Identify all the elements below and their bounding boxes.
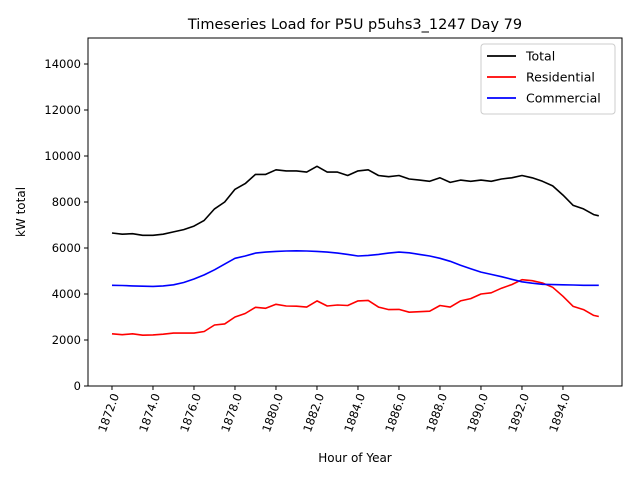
series-line-total — [111, 165, 599, 237]
x-tick-label: 1880.0 — [259, 391, 286, 434]
legend-label-total: Total — [525, 49, 555, 64]
x-tick-label: 1894.0 — [546, 391, 573, 434]
x-tick-label: 1888.0 — [423, 391, 450, 434]
series-layer — [111, 165, 599, 337]
x-tick-label: 1892.0 — [505, 391, 532, 434]
y-tick-label: 2000 — [52, 333, 81, 347]
legend-box — [480, 43, 616, 115]
legend: Total Residential Commercial — [480, 43, 616, 115]
x-tick-label: 1886.0 — [382, 391, 409, 434]
legend-label-commercial: Commercial — [526, 91, 601, 106]
y-tick-label: 4000 — [52, 287, 81, 301]
x-tick-label: 1872.0 — [95, 391, 122, 434]
y-axis: 0 2000 4000 6000 8000 10000 12000 14000 — [44, 57, 88, 393]
series-line-commercial — [111, 250, 599, 288]
x-tick-label: 1874.0 — [136, 391, 163, 434]
y-axis-label: kW total — [14, 187, 28, 237]
y-tick-label: 12000 — [44, 103, 81, 117]
x-axis: 1872.0 1874.0 1876.0 1878.0 1880.0 1882.0 1884… — [95, 386, 573, 434]
x-axis-label: Hour of Year — [318, 451, 392, 465]
y-tick-label: 14000 — [44, 57, 81, 71]
y-tick-label: 10000 — [44, 149, 81, 163]
x-tick-label: 1890.0 — [464, 391, 491, 434]
series-line-residential — [111, 278, 599, 337]
legend-label-residential: Residential — [526, 70, 595, 85]
x-tick-label: 1876.0 — [177, 391, 204, 434]
plot-frame — [87, 37, 623, 387]
chart-title: Timeseries Load for P5U p5uhs3_1247 Day … — [187, 17, 522, 33]
x-tick-label: 1878.0 — [218, 391, 245, 434]
x-tick-label: 1882.0 — [300, 391, 327, 434]
y-tick-label: 6000 — [52, 241, 81, 255]
x-tick-label: 1884.0 — [341, 391, 368, 434]
y-tick-label: 8000 — [52, 195, 81, 209]
y-tick-label: 0 — [74, 379, 81, 393]
